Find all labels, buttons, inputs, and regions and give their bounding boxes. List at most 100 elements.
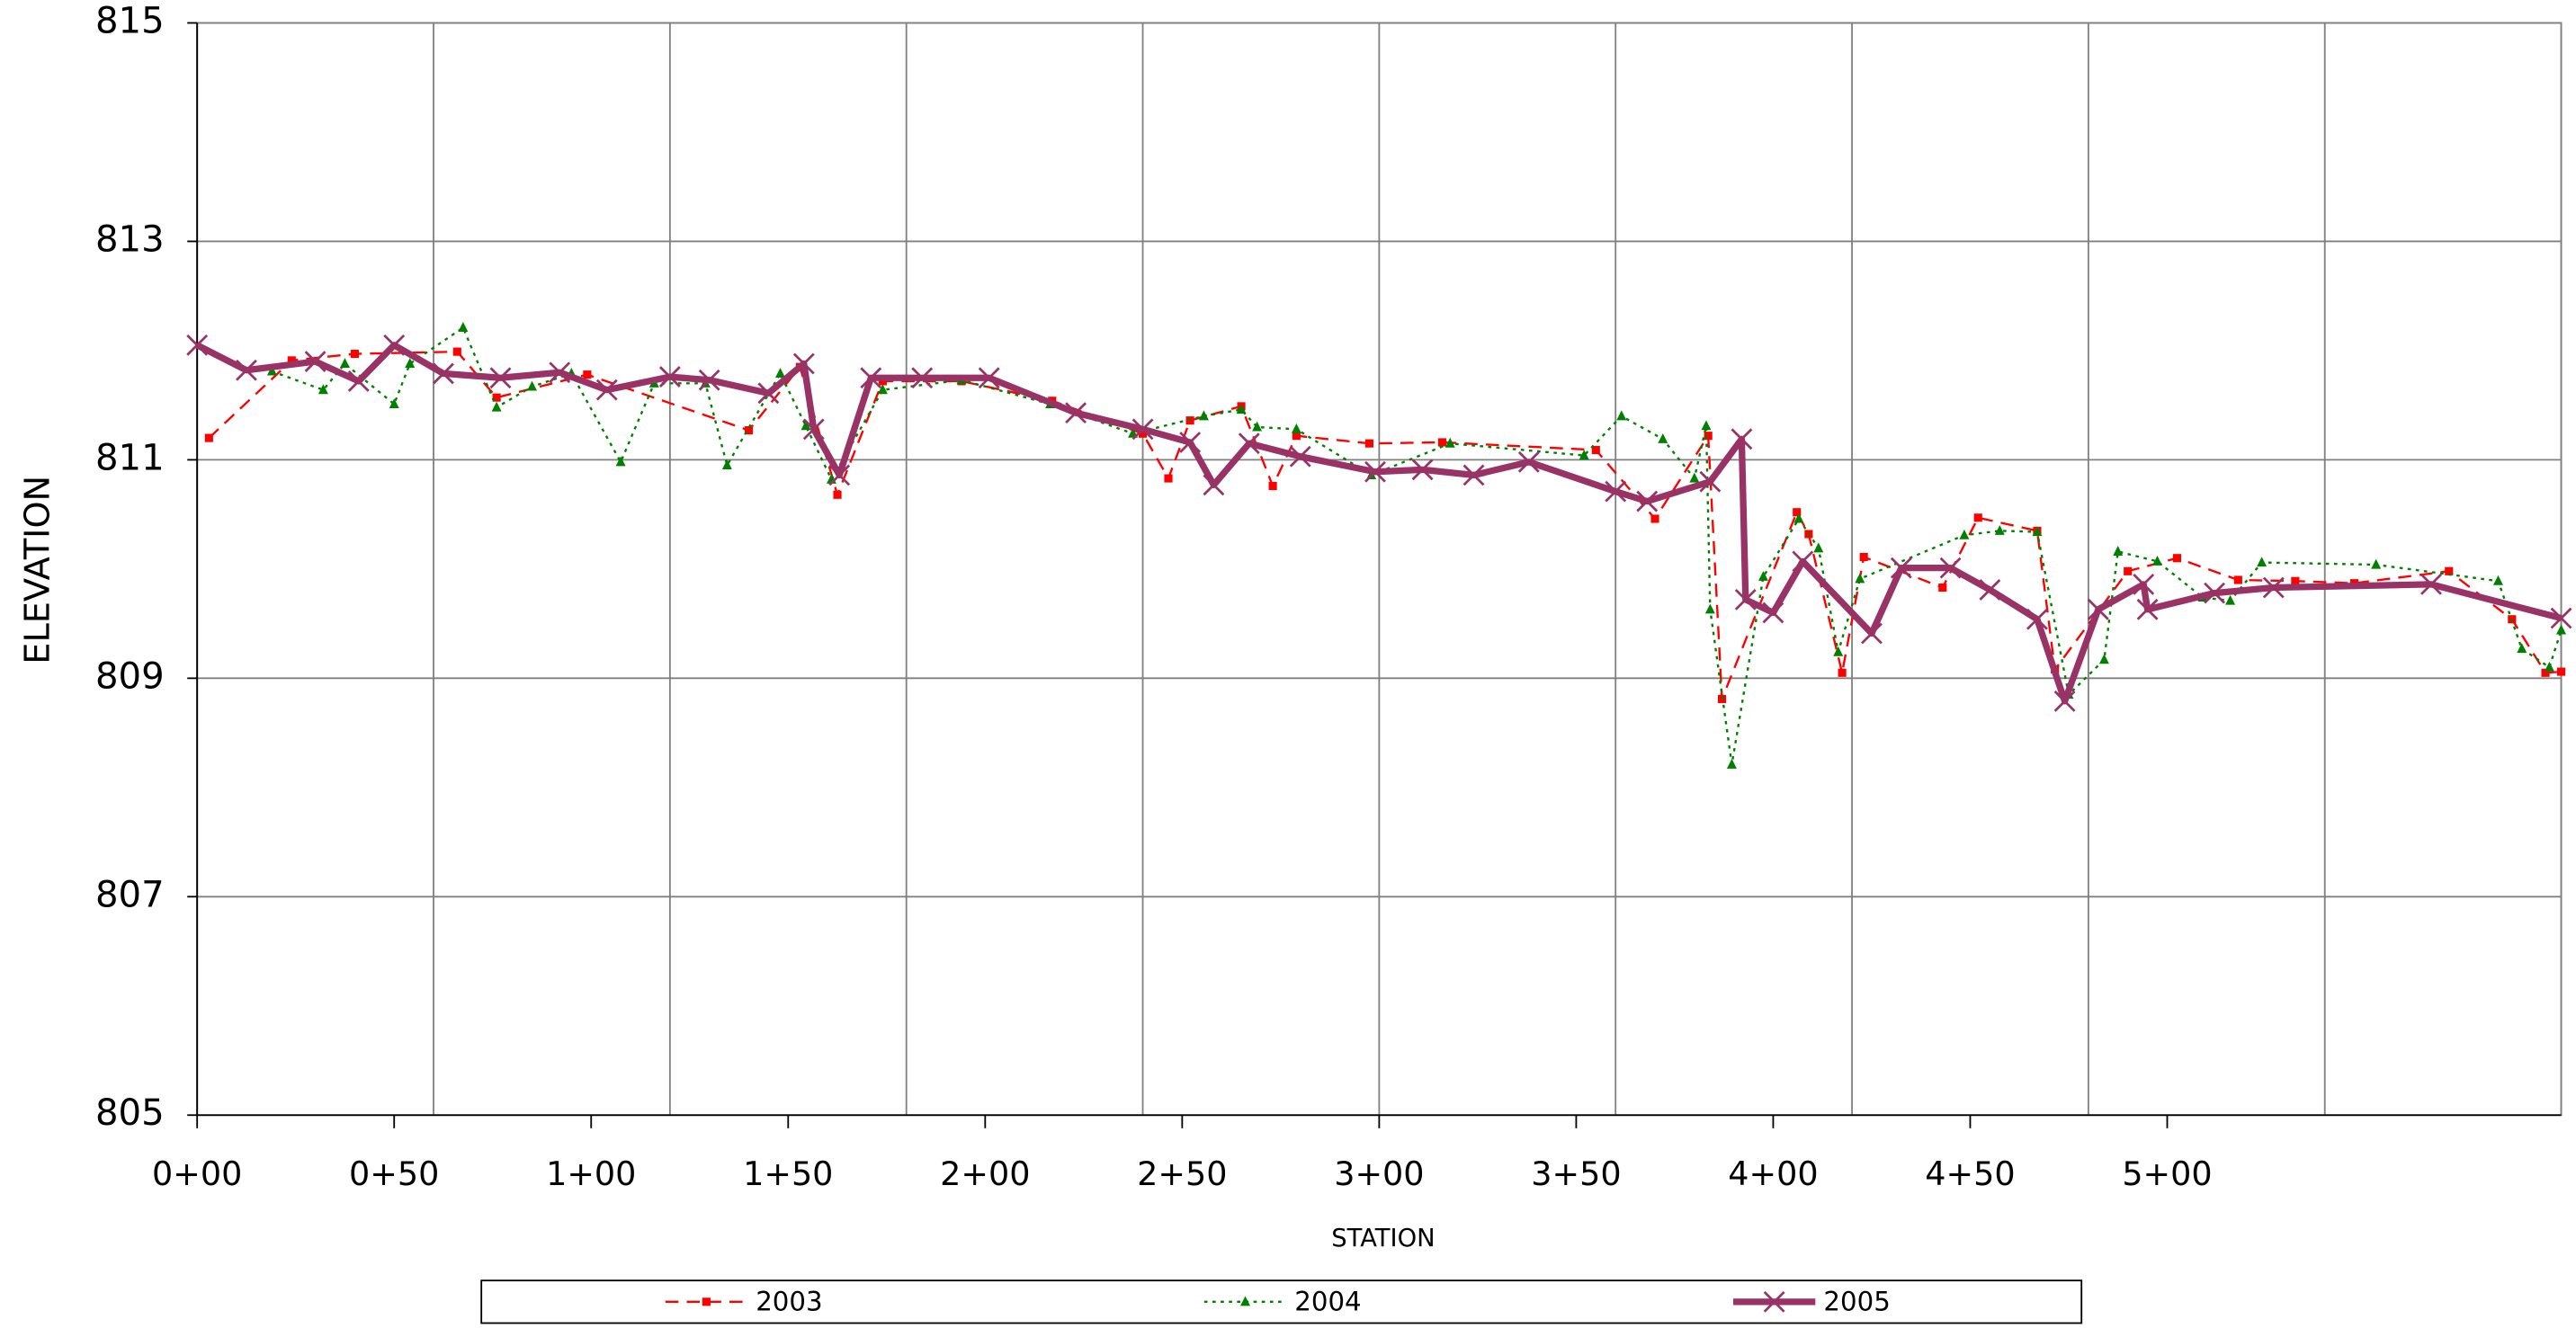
data-point <box>1763 1290 1785 1313</box>
data-point <box>658 366 681 388</box>
data-point <box>744 426 754 435</box>
legend-label: 2003 <box>756 1287 822 1317</box>
data-point <box>236 359 257 381</box>
data-point <box>1252 421 1263 432</box>
data-point <box>2152 555 2163 566</box>
data-point <box>1813 542 1824 553</box>
data-point <box>1833 646 1844 656</box>
x-tick-label: 1+00 <box>546 1154 636 1193</box>
legend-item: 2005 <box>1732 1287 1891 1317</box>
data-point <box>2556 667 2566 676</box>
x-tick-label: 4+00 <box>1728 1154 1818 1193</box>
x-tick-label: 5+00 <box>2122 1154 2212 1193</box>
legend-label: 2004 <box>1294 1287 1361 1317</box>
data-point <box>2204 582 2225 604</box>
data-point <box>2420 573 2442 595</box>
data-point <box>1890 557 1912 579</box>
data-point <box>860 367 882 389</box>
data-point <box>792 352 815 375</box>
data-point <box>1859 552 1868 562</box>
data-point <box>1179 432 1202 453</box>
data-point <box>1291 423 1301 433</box>
data-point <box>2262 576 2285 599</box>
x-tick-label: 2+50 <box>1137 1154 1227 1193</box>
data-point <box>1411 459 1434 481</box>
data-point <box>350 350 359 359</box>
data-point <box>266 365 277 376</box>
data-point <box>2087 598 2109 620</box>
data-point <box>2291 576 2300 585</box>
data-point <box>1994 524 2005 535</box>
data-point <box>383 334 406 356</box>
data-point <box>1699 470 1722 493</box>
data-point <box>828 464 851 486</box>
data-point <box>1198 410 1209 421</box>
data-point <box>287 356 296 365</box>
x-tick-label: 3+50 <box>1531 1154 1621 1193</box>
data-point <box>405 358 416 369</box>
data-point <box>1701 420 1712 431</box>
data-point <box>583 370 592 379</box>
data-point <box>2124 566 2133 575</box>
data-point <box>1138 429 1148 438</box>
data-point <box>304 351 326 372</box>
data-point <box>2492 575 2503 585</box>
data-point <box>2517 643 2527 654</box>
y-tick-label: 811 <box>95 437 165 478</box>
x-tick-label: 4+50 <box>1925 1154 2015 1193</box>
data-point <box>2098 654 2109 664</box>
data-point <box>2172 554 2182 563</box>
data-point <box>318 384 328 395</box>
data-point <box>1731 428 1753 450</box>
data-point <box>2371 558 2382 569</box>
x-tick-label: 3+00 <box>1334 1154 1424 1193</box>
legend-box <box>480 1279 2083 1324</box>
x-axis-title: STATION <box>1331 1225 1435 1252</box>
data-point <box>489 367 512 389</box>
data-point <box>2445 566 2454 575</box>
data-point <box>186 334 209 356</box>
data-point <box>615 456 626 467</box>
data-point <box>2136 598 2159 620</box>
data-point <box>801 420 811 431</box>
data-point <box>2550 607 2572 629</box>
data-point <box>1517 450 1540 473</box>
data-point <box>698 369 720 391</box>
data-point <box>1979 579 2001 601</box>
data-point <box>721 459 732 470</box>
data-point <box>1236 404 1247 414</box>
legend-item: 2004 <box>1203 1287 1362 1317</box>
data-point <box>1939 557 1962 579</box>
data-point <box>389 398 399 408</box>
y-tick-label: 815 <box>95 1 165 42</box>
data-point <box>491 401 502 412</box>
data-point <box>1704 432 1713 441</box>
data-point <box>2032 526 2043 537</box>
data-point <box>1445 437 1455 448</box>
data-point <box>2053 690 2076 712</box>
data-point <box>1437 438 1447 447</box>
data-point <box>1591 445 1600 455</box>
data-point <box>2541 668 2550 677</box>
data-point <box>1131 418 1154 441</box>
data-point <box>1605 480 1627 503</box>
data-point <box>433 362 454 385</box>
data-point <box>1636 490 1659 512</box>
data-point <box>1792 550 1814 573</box>
data-point <box>802 418 825 441</box>
data-point <box>2556 624 2567 635</box>
data-point <box>1164 474 1173 483</box>
series <box>186 334 2572 712</box>
data-point <box>1793 512 1804 523</box>
data-point <box>1734 588 1757 611</box>
data-point <box>1364 460 1386 483</box>
data-point <box>1616 410 1627 421</box>
data-point <box>1289 445 1311 468</box>
series-line <box>195 342 2563 705</box>
data-point <box>1704 603 1715 614</box>
data-point <box>2225 594 2236 605</box>
data-point <box>549 361 571 384</box>
